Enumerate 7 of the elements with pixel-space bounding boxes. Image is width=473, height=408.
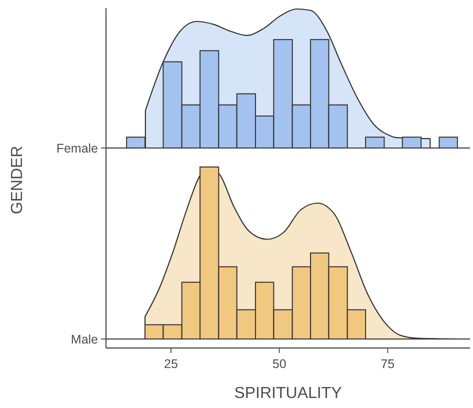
text: Female xyxy=(56,141,98,156)
x-tick-label: 25 xyxy=(164,357,178,371)
x-axis-title: SPIRITUALITY xyxy=(234,385,342,402)
text: Male xyxy=(70,332,98,346)
y-axis-title: GENDER xyxy=(9,146,26,214)
x-tick-label: 50 xyxy=(272,357,286,371)
x-tick-label: 75 xyxy=(380,357,395,371)
